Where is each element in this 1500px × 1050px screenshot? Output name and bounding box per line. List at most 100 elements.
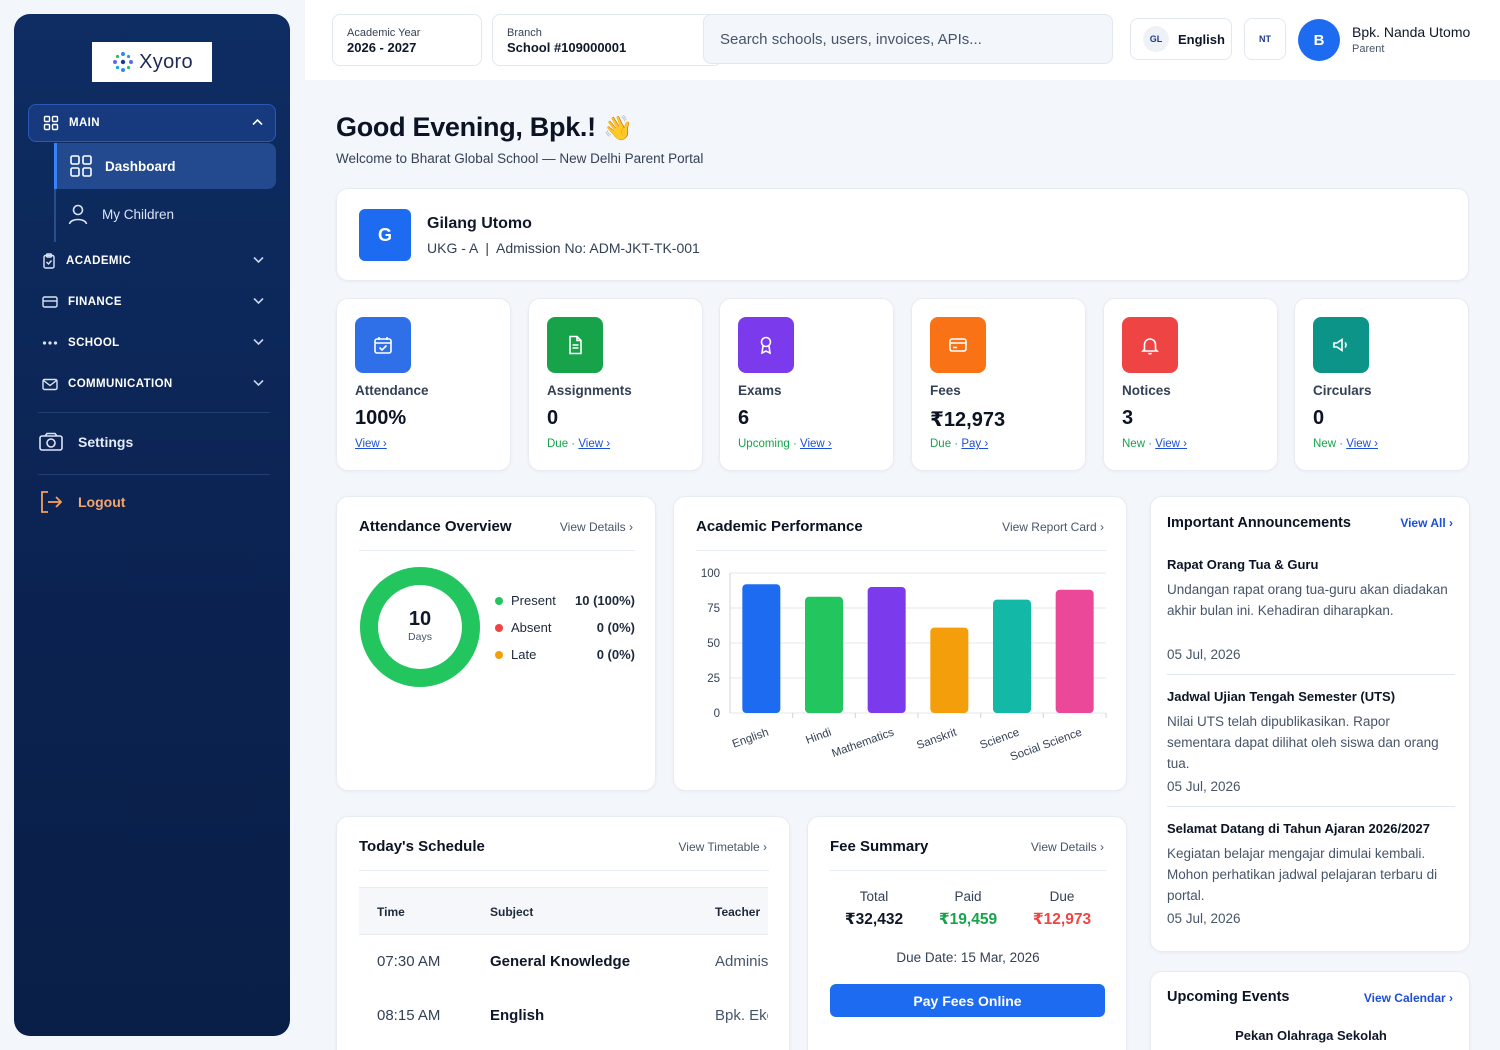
view-report-card-link[interactable]: View Report Card › [1002,520,1104,534]
submenu-line [54,146,56,242]
notifications-badge-button[interactable]: NT [1244,18,1286,60]
y-tick-label: 25 [707,673,720,685]
view-timetable-link[interactable]: View Timetable › [678,840,767,854]
stat-card-circulars[interactable]: Circulars 0 New · View › [1294,298,1469,471]
nav-group-school[interactable]: SCHOOL [28,325,276,361]
academic-year-selector[interactable]: Academic Year 2026 - 2027 [332,14,482,66]
legend-label: Present [511,593,556,608]
chevron-up-icon [252,118,263,129]
child-avatar: G [359,209,411,261]
announcement-date: 05 Jul, 2026 [1167,779,1241,794]
fee-due: Due ₹12,973 [1022,889,1102,929]
stat-link[interactable]: View › [355,438,387,450]
row-subject: General Knowledge [490,953,631,970]
y-tick-label: 0 [714,708,720,720]
clipboard-icon [43,253,55,269]
stat-link[interactable]: View › [1346,438,1378,450]
announcement-title[interactable]: Selamat Datang di Tahun Ajaran 2026/2027 [1167,821,1430,836]
search-input[interactable]: Search schools, users, invoices, APIs... [703,14,1113,64]
view-details-link[interactable]: View Details › [1030,840,1104,854]
column-header-teacher: Teacher [715,905,761,919]
academic-year-value: 2026 - 2027 [347,40,417,55]
mail-icon [42,378,58,390]
branch-label: Branch [507,27,542,39]
chevron-down-icon [253,338,264,349]
stat-card-attendance[interactable]: Attendance 100% View › [336,298,511,471]
stat-value: 0 [547,407,559,429]
fee-paid-label: Paid [954,889,982,904]
announcement-title[interactable]: Rapat Orang Tua & Guru [1167,557,1319,572]
stat-link-prefix: Due · [547,438,579,450]
branch-value: School #109000001 [507,40,627,55]
stat-link[interactable]: View › [578,438,611,450]
stat-link-row: Due · View › [547,438,610,450]
sidebar-item-dashboard[interactable]: Dashboard [54,143,276,189]
document-icon [547,317,603,373]
announcement-date: 05 Jul, 2026 [1167,911,1241,926]
column-header-time: Time [377,905,405,919]
sidebar-item-logout[interactable]: Logout [38,482,276,522]
announcement-text: Kegiatan belajar mengajar dimulai kembal… [1167,846,1438,903]
logout-icon [41,491,63,513]
pay-fees-button[interactable]: Pay Fees Online [830,984,1105,1017]
sidebar-item-my-children[interactable]: My Children [54,191,276,237]
divider [38,474,270,475]
user-name[interactable]: Bpk. Nanda Utomo [1352,24,1471,40]
sidebar-item-label: Dashboard [105,158,176,174]
divider [1167,674,1455,675]
announcement-title[interactable]: Jadwal Ujian Tengah Semester (UTS) [1167,689,1396,704]
legend-item-absent: Absent 0 (0%) [495,620,635,635]
x-tick-label: English [731,727,771,751]
schedule-table-header: Time Subject Teacher [359,887,768,935]
nav-group-main[interactable]: MAIN [28,104,276,142]
nav-group-main-label: MAIN [69,117,100,129]
y-tick-label: 50 [707,638,720,650]
brand-logo[interactable]: Xyoro [92,42,212,82]
nav-group-label: COMMUNICATION [68,378,173,390]
child-card[interactable]: G Gilang Utomo UKG - A | Admission No: A… [336,188,1469,281]
view-details-link[interactable]: View Details › [559,520,633,534]
x-tick-label: Hindi [804,727,833,747]
announcement-date: 05 Jul, 2026 [1167,647,1241,662]
branch-selector[interactable]: Branch School #109000001 [492,14,722,66]
chevron-down-icon [253,297,264,308]
stat-label: Attendance [355,383,429,398]
nav-group-communication[interactable]: COMMUNICATION [28,366,276,402]
megaphone-icon [1313,317,1369,373]
donut-unit: Days [408,631,432,643]
legend-label: Absent [511,620,552,635]
card-title: Academic Performance [696,518,863,535]
sidebar-item-label: My Children [102,206,175,222]
row-time: 08:15 AM [377,1007,441,1024]
stat-link[interactable]: Pay › [961,438,989,450]
language-selector[interactable]: GL English [1130,18,1232,60]
view-calendar-link[interactable]: View Calendar › [1363,991,1453,1005]
view-all-link[interactable]: View All › [1400,516,1453,530]
user-icon [68,204,88,225]
stat-link[interactable]: View › [1155,438,1187,450]
fee-total-label: Total [859,889,889,904]
credit-card-icon [930,317,986,373]
academic-performance-card: Academic Performance View Report Card › … [673,496,1127,791]
attendance-donut [360,567,480,687]
stat-label: Notices [1122,383,1171,398]
sidebar-item-settings[interactable]: Settings [38,422,276,462]
nav-group-academic[interactable]: ACADEMIC [28,243,276,279]
table-row[interactable]: 07:30 AM General Knowledge Adminis [359,935,768,989]
search-placeholder: Search schools, users, invoices, APIs... [720,30,982,48]
user-role: Parent [1352,43,1385,55]
nav-group-finance[interactable]: FINANCE [28,284,276,320]
avatar[interactable]: B [1298,19,1340,61]
stat-card-notices[interactable]: Notices 3 New · View › [1103,298,1278,471]
stat-label: Exams [738,383,782,398]
divider [38,412,270,413]
grid-icon [43,115,59,131]
table-row[interactable]: 08:15 AM English Bpk. Eko [359,989,768,1043]
stat-link[interactable]: View › [800,438,832,450]
bar-science [993,599,1031,713]
stat-card-exams[interactable]: Exams 6 Upcoming · View › [719,298,894,471]
event-title[interactable]: Pekan Olahraga Sekolah [1235,1028,1387,1043]
stat-card-assignments[interactable]: Assignments 0 Due · View › [528,298,703,471]
stat-card-fees[interactable]: Fees ₹12,973 Due · Pay › [911,298,1086,471]
legend-dot [495,623,503,632]
